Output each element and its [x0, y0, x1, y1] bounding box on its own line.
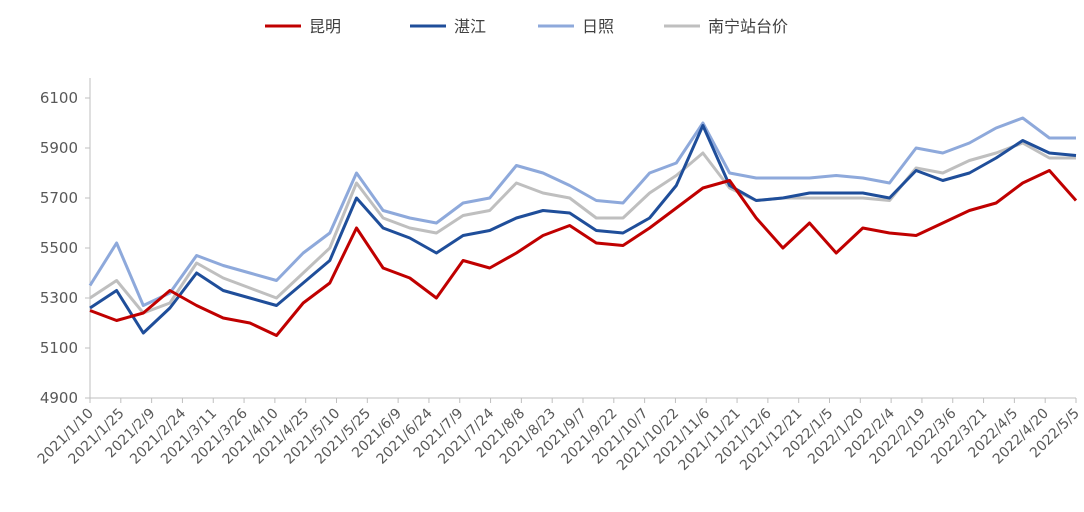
series-line-2: [89, 124, 1077, 335]
series-layer: [88, 116, 1078, 337]
y-tick-label: 6100: [40, 89, 78, 107]
y-tick-label: 5900: [40, 139, 78, 157]
legend-label: 昆明: [309, 17, 341, 36]
series-line-1: [89, 169, 1078, 337]
y-tick-label: 5500: [40, 239, 78, 257]
y-tick-label: 5300: [40, 289, 78, 307]
series-line-3: [88, 116, 1076, 307]
y-axis: 4900 5100 5300 5500 5700 5900 6100: [40, 78, 91, 407]
y-tick-label: 5700: [40, 189, 78, 207]
y-tick-label: 5100: [40, 339, 78, 357]
legend-label: 湛江: [454, 17, 486, 36]
series-line-4: [89, 141, 1076, 315]
legend-label: 南宁站台价: [708, 17, 788, 36]
legend: 昆明 湛江 日照 南宁站台价: [265, 17, 788, 36]
x-axis: 2021/1/102021/1/252021/2/92021/2/242021/…: [35, 397, 1083, 474]
y-tick-label: 4900: [40, 389, 78, 407]
legend-label: 日照: [582, 17, 614, 36]
